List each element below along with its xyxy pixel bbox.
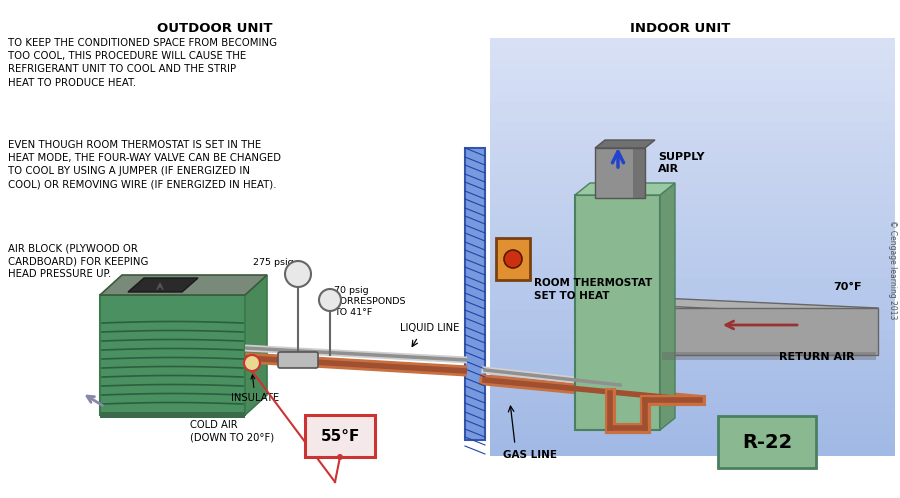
FancyBboxPatch shape [490, 288, 895, 300]
Text: LIQUID LINE: LIQUID LINE [400, 323, 460, 333]
FancyBboxPatch shape [718, 416, 816, 468]
Circle shape [319, 289, 341, 311]
FancyBboxPatch shape [490, 194, 895, 206]
Text: TO KEEP THE CONDITIONED SPACE FROM BECOMING
TOO COOL, THIS PROCEDURE WILL CAUSE : TO KEEP THE CONDITIONED SPACE FROM BECOM… [8, 38, 277, 88]
Polygon shape [128, 278, 198, 292]
Polygon shape [660, 183, 675, 430]
FancyBboxPatch shape [490, 351, 895, 362]
Text: EVEN THOUGH ROOM THERMOSTAT IS SET IN THE
HEAT MODE, THE FOUR-WAY VALVE CAN BE C: EVEN THOUGH ROOM THERMOSTAT IS SET IN TH… [8, 140, 281, 190]
Circle shape [504, 250, 522, 268]
FancyBboxPatch shape [633, 148, 645, 198]
FancyBboxPatch shape [490, 101, 895, 112]
Text: OUTDOOR UNIT: OUTDOOR UNIT [158, 22, 273, 35]
FancyBboxPatch shape [490, 173, 895, 185]
FancyBboxPatch shape [490, 226, 895, 237]
FancyBboxPatch shape [662, 352, 876, 360]
FancyBboxPatch shape [490, 330, 895, 341]
FancyBboxPatch shape [465, 148, 485, 440]
FancyBboxPatch shape [490, 80, 895, 91]
FancyBboxPatch shape [490, 340, 895, 352]
Circle shape [285, 261, 311, 287]
Text: AIR BLOCK (PLYWOOD OR
CARDBOARD) FOR KEEPING
HEAD PRESSURE UP.: AIR BLOCK (PLYWOOD OR CARDBOARD) FOR KEE… [8, 243, 148, 279]
FancyBboxPatch shape [490, 38, 895, 49]
FancyBboxPatch shape [490, 153, 895, 164]
Text: INDOOR UNIT: INDOOR UNIT [630, 22, 730, 35]
FancyBboxPatch shape [490, 59, 895, 70]
FancyBboxPatch shape [490, 184, 895, 195]
FancyBboxPatch shape [490, 205, 895, 216]
FancyBboxPatch shape [490, 299, 895, 310]
FancyBboxPatch shape [490, 424, 895, 435]
FancyBboxPatch shape [490, 267, 895, 279]
FancyBboxPatch shape [100, 412, 245, 418]
Text: 275 psig: 275 psig [254, 258, 294, 267]
FancyBboxPatch shape [490, 69, 895, 81]
Circle shape [337, 454, 343, 460]
FancyBboxPatch shape [490, 215, 895, 227]
FancyBboxPatch shape [490, 361, 895, 373]
FancyBboxPatch shape [490, 257, 895, 268]
FancyBboxPatch shape [490, 413, 895, 425]
FancyBboxPatch shape [305, 415, 375, 457]
FancyBboxPatch shape [490, 111, 895, 123]
FancyBboxPatch shape [490, 434, 895, 446]
FancyBboxPatch shape [490, 142, 895, 154]
FancyBboxPatch shape [490, 236, 895, 248]
Circle shape [244, 355, 260, 371]
FancyBboxPatch shape [490, 48, 895, 60]
Text: 70 psig
CORRESPONDS
TO 41°F: 70 psig CORRESPONDS TO 41°F [334, 286, 407, 317]
FancyBboxPatch shape [278, 352, 318, 368]
FancyBboxPatch shape [490, 278, 895, 289]
Polygon shape [100, 275, 267, 295]
Polygon shape [660, 298, 878, 316]
Polygon shape [575, 183, 675, 195]
Text: GAS LINE: GAS LINE [503, 450, 557, 460]
Text: R-22: R-22 [742, 432, 792, 452]
FancyBboxPatch shape [575, 195, 660, 430]
Text: © Cengage learning 2013: © Cengage learning 2013 [887, 220, 896, 320]
Text: SUPPLY
AIR: SUPPLY AIR [658, 152, 705, 174]
FancyBboxPatch shape [490, 247, 895, 258]
FancyBboxPatch shape [490, 309, 895, 321]
FancyBboxPatch shape [490, 372, 895, 383]
FancyBboxPatch shape [490, 320, 895, 331]
FancyBboxPatch shape [595, 148, 645, 198]
FancyBboxPatch shape [490, 382, 895, 393]
FancyBboxPatch shape [100, 295, 245, 415]
Polygon shape [245, 275, 267, 415]
FancyBboxPatch shape [490, 445, 895, 456]
FancyBboxPatch shape [496, 238, 530, 280]
Text: 55°F: 55°F [320, 428, 360, 444]
FancyBboxPatch shape [490, 163, 895, 174]
FancyBboxPatch shape [490, 122, 895, 133]
FancyBboxPatch shape [490, 90, 895, 102]
Text: 70°F: 70°F [833, 282, 862, 292]
Polygon shape [595, 140, 655, 148]
Text: ROOM THERMOSTAT
SET TO HEAT: ROOM THERMOSTAT SET TO HEAT [534, 278, 652, 301]
FancyBboxPatch shape [490, 403, 895, 414]
FancyBboxPatch shape [490, 132, 895, 143]
FancyBboxPatch shape [660, 308, 878, 355]
Text: COLD AIR
(DOWN TO 20°F): COLD AIR (DOWN TO 20°F) [190, 420, 274, 443]
FancyBboxPatch shape [490, 392, 895, 404]
Text: RETURN AIR: RETURN AIR [779, 352, 855, 362]
Text: INSULATE: INSULATE [231, 375, 279, 403]
